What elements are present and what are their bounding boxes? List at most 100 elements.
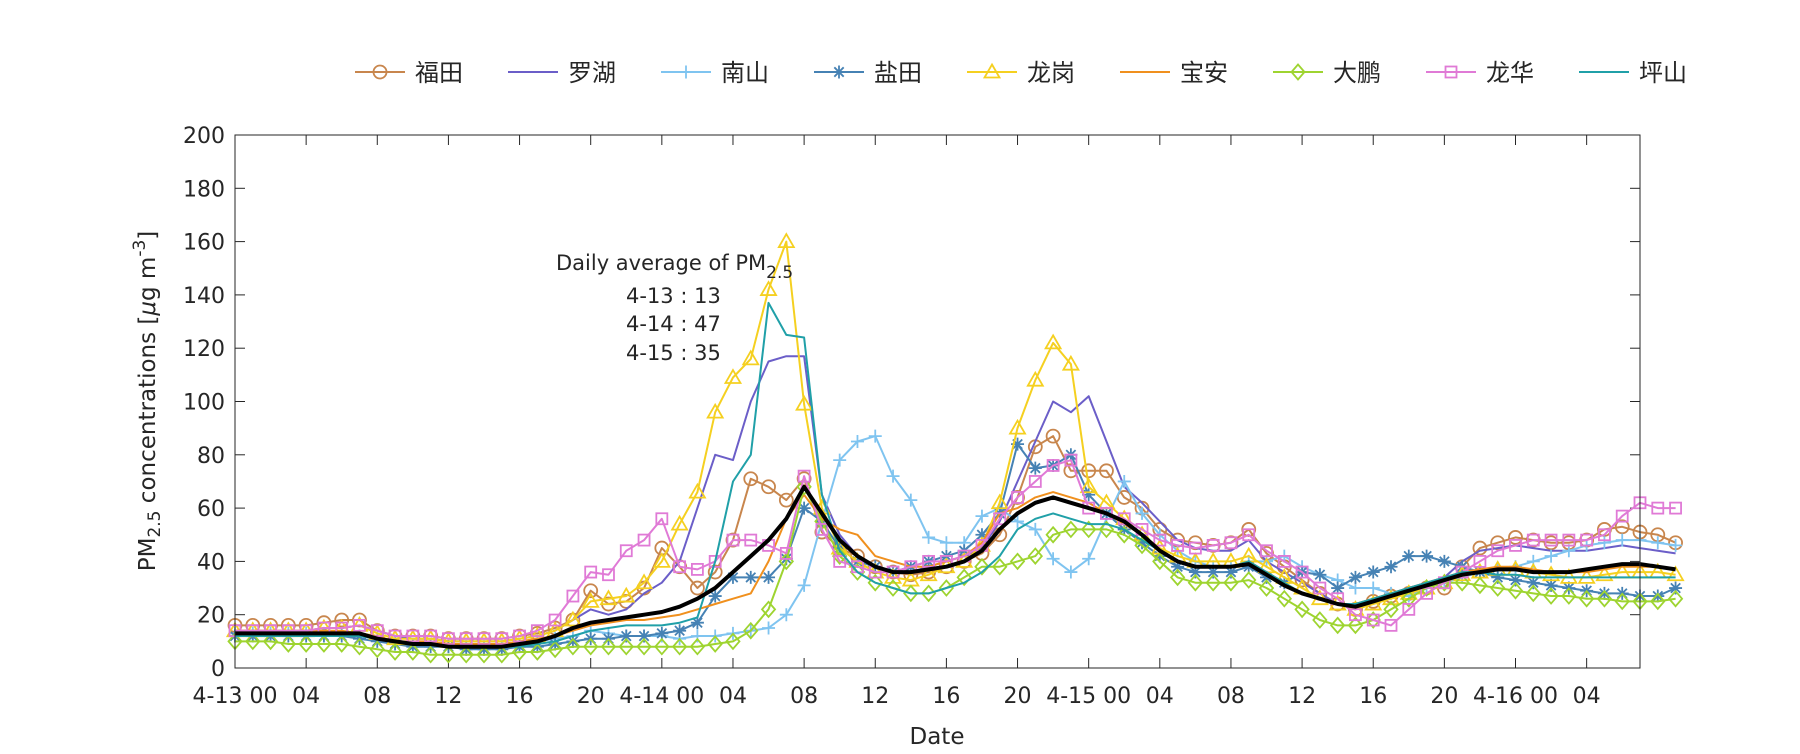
data-point bbox=[619, 544, 633, 558]
data-point bbox=[1223, 573, 1239, 592]
x-tick-label: 16 bbox=[1359, 684, 1387, 709]
data-point bbox=[1366, 565, 1380, 579]
data-point bbox=[1028, 522, 1042, 536]
data-point bbox=[1509, 539, 1522, 552]
tick-labels: 0 20 40 60 80 100 120 140 160 180 200 4-13 00 04 08 12… bbox=[183, 124, 1601, 709]
data-point bbox=[654, 637, 670, 656]
data-point bbox=[1171, 539, 1184, 552]
data-point bbox=[1669, 538, 1683, 552]
data-point bbox=[726, 533, 740, 547]
data-point bbox=[833, 453, 847, 467]
data-point bbox=[1651, 589, 1665, 603]
data-point bbox=[1526, 576, 1540, 590]
y-tick-label: 120 bbox=[183, 337, 225, 362]
data-point bbox=[1242, 560, 1256, 574]
data-point bbox=[1384, 618, 1398, 632]
data-point bbox=[886, 469, 900, 483]
data-point bbox=[405, 643, 421, 661]
data-point bbox=[815, 523, 829, 536]
data-point bbox=[1384, 560, 1398, 574]
data-point bbox=[548, 637, 562, 651]
data-point bbox=[1135, 506, 1149, 520]
data-point bbox=[1206, 539, 1220, 552]
data-point bbox=[1454, 573, 1470, 592]
x-tick-label: 12 bbox=[1288, 684, 1316, 709]
x-tick-label: 08 bbox=[1217, 684, 1245, 709]
legend-label: 龙岗 bbox=[1027, 59, 1075, 87]
data-point bbox=[1045, 525, 1061, 544]
data-point bbox=[1651, 501, 1665, 515]
data-point bbox=[370, 624, 384, 638]
data-point bbox=[652, 552, 671, 568]
data-point bbox=[1366, 613, 1380, 627]
data-point bbox=[688, 482, 707, 499]
data-point bbox=[1580, 533, 1594, 547]
x-tick-label: 08 bbox=[790, 684, 818, 709]
annotation-line-2: 4-14 : 47 bbox=[626, 312, 721, 336]
data-point bbox=[797, 469, 811, 483]
data-point bbox=[599, 589, 618, 606]
data-point bbox=[1472, 576, 1488, 595]
legend-entry-7: 龙华 bbox=[1426, 59, 1534, 87]
data-point bbox=[992, 557, 1008, 576]
data-point bbox=[1669, 581, 1683, 595]
data-point bbox=[990, 493, 1009, 510]
data-point bbox=[1169, 568, 1186, 587]
data-point bbox=[993, 512, 1007, 526]
data-point bbox=[1491, 544, 1505, 558]
y-tick-label: 80 bbox=[197, 444, 225, 469]
data-point bbox=[1472, 540, 1488, 556]
data-point bbox=[1667, 589, 1684, 608]
data-point bbox=[939, 536, 953, 550]
data-point bbox=[779, 547, 793, 560]
data-point bbox=[743, 621, 759, 640]
data-point bbox=[1187, 573, 1204, 592]
data-point bbox=[245, 632, 261, 651]
data-point bbox=[723, 368, 743, 384]
data-point bbox=[1666, 565, 1685, 582]
data-point bbox=[1135, 536, 1149, 550]
data-point bbox=[440, 645, 457, 664]
x-tick-label: 12 bbox=[861, 684, 889, 709]
data-point bbox=[1205, 573, 1221, 592]
data-point bbox=[1420, 586, 1433, 600]
data-point bbox=[1544, 533, 1558, 547]
data-point bbox=[1543, 535, 1559, 551]
data-point bbox=[530, 624, 544, 638]
data-point bbox=[511, 643, 528, 661]
data-point bbox=[1099, 463, 1114, 479]
y-tick-label: 60 bbox=[197, 497, 225, 522]
data-point bbox=[1046, 552, 1060, 566]
data-point bbox=[744, 533, 758, 547]
data-point bbox=[459, 632, 473, 646]
data-point bbox=[1544, 549, 1558, 563]
data-point bbox=[1313, 581, 1327, 595]
data-point bbox=[1383, 600, 1399, 619]
data-point bbox=[671, 637, 688, 656]
data-point bbox=[458, 645, 474, 664]
data-point bbox=[796, 477, 812, 496]
y-tick-label: 0 bbox=[211, 657, 225, 682]
data-point bbox=[744, 570, 758, 584]
data-point bbox=[956, 568, 972, 587]
data-point bbox=[708, 589, 722, 603]
data-point bbox=[1064, 453, 1078, 467]
data-point bbox=[1349, 608, 1362, 622]
data-point bbox=[1473, 555, 1487, 568]
data-point bbox=[1596, 589, 1613, 608]
data-point bbox=[353, 618, 366, 632]
data-point bbox=[1080, 520, 1097, 539]
data-point bbox=[1491, 570, 1505, 584]
data-point bbox=[565, 637, 581, 656]
data-point bbox=[1187, 535, 1203, 551]
data-point bbox=[1153, 533, 1167, 547]
data-point bbox=[1011, 514, 1025, 528]
data-point bbox=[1507, 581, 1524, 600]
data-point bbox=[442, 632, 455, 646]
data-point bbox=[1011, 491, 1024, 504]
data-point bbox=[974, 557, 990, 576]
data-point bbox=[1044, 333, 1063, 350]
data-point bbox=[1366, 581, 1380, 595]
data-point bbox=[424, 629, 438, 643]
axis-ticks bbox=[234, 134, 1640, 669]
